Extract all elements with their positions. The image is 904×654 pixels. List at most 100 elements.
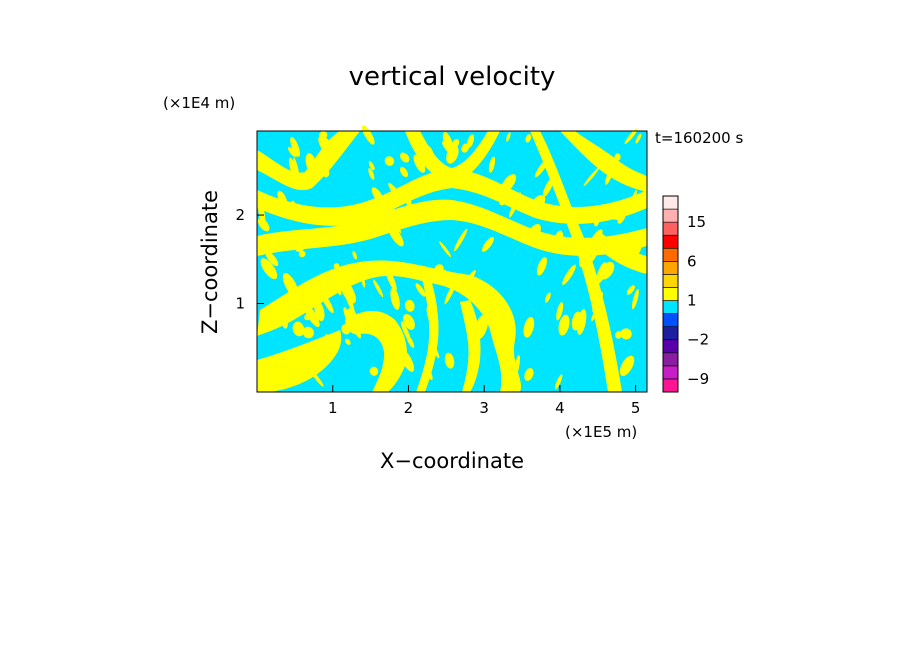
wave-streak bbox=[399, 349, 415, 372]
wave-streak bbox=[287, 146, 297, 158]
wave-streak bbox=[279, 310, 288, 329]
wave-streak bbox=[592, 292, 604, 313]
wave-streak bbox=[579, 253, 591, 268]
wave-streak bbox=[500, 174, 517, 193]
wave-streak bbox=[506, 132, 511, 142]
wave-streak bbox=[303, 303, 320, 328]
colorbar-segment bbox=[662, 378, 679, 393]
wave-streak bbox=[371, 187, 384, 204]
field-positive-regions bbox=[257, 125, 647, 392]
wave-streak bbox=[347, 307, 357, 323]
wave-streak bbox=[619, 355, 635, 376]
wave-streak bbox=[368, 161, 375, 171]
wave-streak bbox=[290, 200, 299, 222]
wave-streak bbox=[411, 205, 423, 221]
wave-streak bbox=[318, 135, 337, 159]
wave-streak bbox=[554, 374, 563, 390]
wave-streak bbox=[288, 157, 299, 183]
wave-streak bbox=[295, 229, 306, 242]
wave-streak bbox=[544, 292, 551, 303]
colorbar-segment bbox=[662, 300, 679, 314]
wave-streak bbox=[298, 250, 306, 258]
colorbar-segment bbox=[662, 221, 679, 236]
colorbar-tick-label: −9 bbox=[687, 370, 709, 388]
x-tick-label: 4 bbox=[555, 399, 565, 417]
wave-streak bbox=[325, 334, 336, 354]
wave-streak bbox=[265, 251, 279, 267]
wave-streak bbox=[434, 264, 444, 273]
wave-streak bbox=[430, 342, 440, 359]
wave-streak bbox=[479, 216, 489, 225]
wave-streak bbox=[631, 288, 639, 310]
wave-streak bbox=[361, 210, 372, 231]
colorbar-segment bbox=[662, 261, 679, 275]
wave-streak bbox=[361, 125, 375, 145]
wave-streak bbox=[534, 158, 549, 178]
wave-streak bbox=[262, 159, 271, 176]
wave-streak bbox=[620, 328, 632, 340]
positive-velocity-region bbox=[560, 131, 647, 192]
wave-streak bbox=[481, 237, 494, 252]
colorbar-tick-label: 6 bbox=[687, 252, 697, 270]
wave-streak bbox=[478, 295, 487, 304]
wave-streak bbox=[605, 168, 613, 185]
wave-streak bbox=[320, 292, 334, 314]
y-axis: 12 bbox=[235, 206, 264, 313]
x-axis-unit: (×1E5 m) bbox=[565, 423, 637, 441]
wave-streak bbox=[629, 239, 642, 258]
time-label: t=160200 s bbox=[655, 129, 743, 147]
positive-velocity-region bbox=[257, 330, 342, 392]
colorbar-segment bbox=[662, 287, 679, 301]
colorbar-segment bbox=[662, 208, 679, 223]
y-axis-label: Z−coordinate bbox=[198, 190, 222, 334]
wave-streak bbox=[466, 270, 476, 283]
wave-streak bbox=[426, 306, 437, 332]
positive-velocity-region bbox=[257, 199, 647, 256]
wave-streak bbox=[508, 359, 516, 369]
wave-streak bbox=[513, 355, 520, 378]
wave-streak bbox=[474, 314, 489, 340]
wave-streak bbox=[635, 133, 642, 144]
chart-title: vertical velocity bbox=[349, 62, 556, 92]
wave-streak bbox=[313, 159, 330, 177]
wave-streak bbox=[615, 330, 622, 339]
wave-streak bbox=[590, 243, 600, 262]
wave-streak bbox=[525, 134, 532, 143]
wave-streak bbox=[403, 184, 412, 211]
wave-streak bbox=[425, 365, 433, 381]
heatmap-field bbox=[257, 125, 647, 392]
wave-streak bbox=[390, 287, 400, 310]
wave-streak bbox=[415, 283, 426, 297]
wave-streak bbox=[368, 167, 375, 180]
positive-velocity-region bbox=[416, 276, 439, 392]
colorbar-segment bbox=[662, 352, 679, 367]
wave-streak bbox=[399, 166, 409, 178]
wave-streak bbox=[277, 190, 288, 208]
wave-streak bbox=[339, 279, 356, 304]
wave-streak bbox=[574, 241, 582, 253]
wave-streak bbox=[624, 128, 638, 145]
wave-streak bbox=[361, 276, 366, 288]
wave-streak bbox=[596, 262, 608, 284]
y-axis-unit: (×1E4 m) bbox=[163, 94, 235, 112]
wave-streak bbox=[556, 302, 564, 321]
wave-streak bbox=[400, 321, 411, 343]
positive-velocity-region bbox=[530, 131, 622, 392]
wave-streak bbox=[562, 264, 576, 285]
wave-streak bbox=[612, 201, 627, 220]
positive-velocity-region bbox=[257, 131, 360, 191]
wave-streak bbox=[593, 215, 600, 227]
wave-streak bbox=[553, 230, 564, 253]
wave-streak bbox=[388, 182, 403, 202]
wave-streak bbox=[345, 266, 353, 276]
colorbar-segment bbox=[662, 195, 679, 210]
wave-streak bbox=[583, 167, 600, 187]
wave-streak bbox=[529, 195, 546, 213]
wave-streak bbox=[295, 243, 305, 252]
colorbar-tick-label: −2 bbox=[687, 331, 709, 349]
wave-streak bbox=[626, 285, 635, 295]
wave-streak bbox=[305, 153, 318, 177]
wave-streak bbox=[442, 132, 454, 153]
x-axis-label: X−coordinate bbox=[380, 449, 524, 473]
wave-streak bbox=[260, 258, 278, 280]
